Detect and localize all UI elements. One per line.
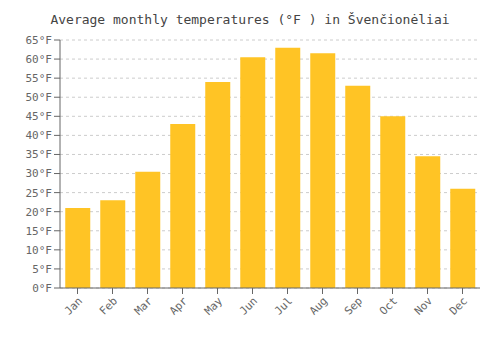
svg-text:Aug: Aug [307, 294, 330, 317]
svg-text:10°F: 10°F [26, 244, 53, 257]
svg-text:40°F: 40°F [26, 129, 53, 142]
svg-text:30°F: 30°F [26, 167, 53, 180]
svg-text:Jan: Jan [62, 294, 85, 317]
svg-text:60°F: 60°F [26, 53, 53, 66]
svg-text:55°F: 55°F [26, 72, 53, 85]
svg-text:Mar: Mar [132, 294, 156, 318]
svg-text:Nov: Nov [412, 294, 436, 318]
svg-text:50°F: 50°F [26, 91, 53, 104]
svg-text:65°F: 65°F [26, 34, 53, 47]
svg-text:15°F: 15°F [26, 225, 53, 238]
html-text:Average monthly temperatures (: Average monthly temperatures (°F ) in Šv… [50, 12, 450, 27]
svg-text:Jul: Jul [272, 294, 295, 317]
svg-text:Apr: Apr [167, 294, 191, 318]
svg-text:0°F: 0°F [32, 282, 52, 295]
svg-text:45°F: 45°F [26, 110, 53, 123]
svg-text:Jun: Jun [237, 294, 260, 317]
svg-text:Dec: Dec [447, 294, 470, 317]
svg-text:25°F: 25°F [26, 187, 53, 200]
svg-text:May: May [202, 294, 226, 318]
svg-text:5°F: 5°F [32, 263, 52, 276]
svg-text:Oct: Oct [377, 294, 400, 317]
svg-text:20°F: 20°F [26, 206, 53, 219]
svg-text:Sep: Sep [342, 294, 365, 317]
svg-text:35°F: 35°F [26, 148, 53, 161]
svg-text:Feb: Feb [97, 294, 120, 317]
